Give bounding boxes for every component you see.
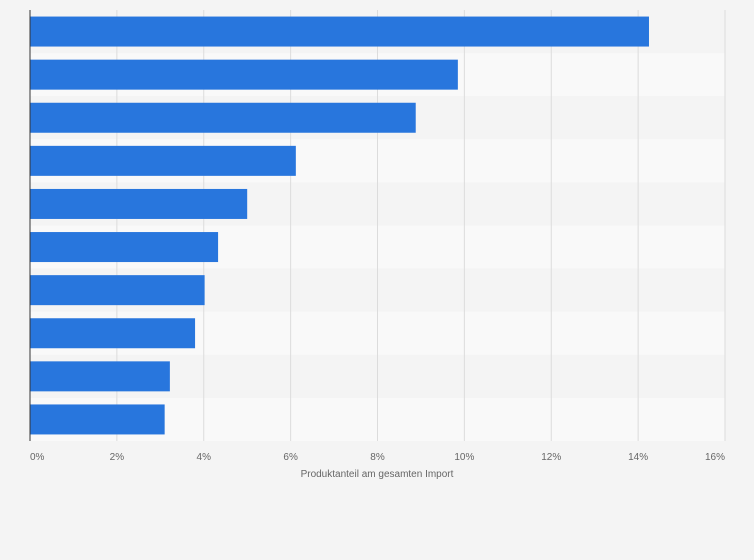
x-tick-label: 6%: [283, 452, 298, 463]
bar-series: [30, 16, 649, 435]
x-tick-label: 8%: [370, 452, 385, 463]
x-tick-labels: 0% 2% 4% 6% 8% 10% 12% 14% 16%: [30, 452, 725, 463]
bar[interactable]: [30, 188, 248, 219]
bar[interactable]: [30, 361, 170, 392]
bar[interactable]: [30, 275, 205, 306]
x-tick-label: 12%: [541, 452, 561, 463]
bar[interactable]: [30, 16, 649, 47]
bar[interactable]: [30, 102, 416, 133]
bar[interactable]: [30, 232, 219, 263]
bar[interactable]: [30, 404, 165, 435]
bar[interactable]: [30, 59, 458, 90]
x-tick-label: 4%: [197, 452, 212, 463]
x-tick-label: 16%: [705, 452, 725, 463]
x-tick-label: 14%: [628, 452, 648, 463]
x-tick-label: 2%: [110, 452, 125, 463]
bar[interactable]: [30, 145, 296, 176]
x-axis-title: Produktanteil am gesamten Import: [301, 469, 454, 480]
x-tick-label: 10%: [454, 452, 474, 463]
bar[interactable]: [30, 318, 196, 349]
x-tick-label: 0%: [30, 452, 45, 463]
